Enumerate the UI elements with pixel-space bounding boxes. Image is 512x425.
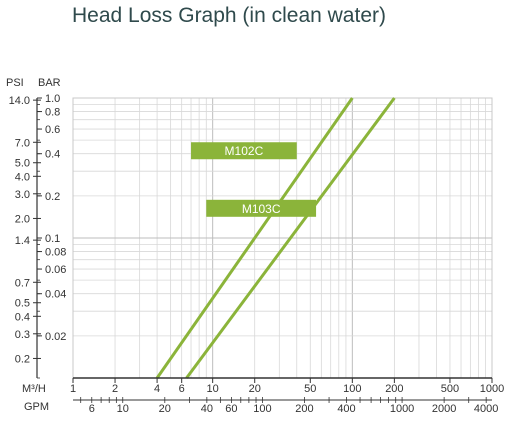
bar-tick-label: 0.1 (45, 233, 60, 245)
series-line-m103c (185, 97, 396, 379)
bar-axis-label: BAR (38, 77, 61, 89)
tick-labels: 14.07.05.04.03.02.01.40.70.50.40.30.21.0… (6, 77, 504, 415)
gpm-tick-label: 60 (225, 403, 237, 415)
m3h-tick-label: 100 (343, 383, 361, 395)
gpm-tick-label: 400 (337, 403, 355, 415)
psi-tick-label: 3.0 (15, 189, 30, 201)
psi-tick-label: 5.0 (15, 158, 30, 170)
x-axis-top-label: M³/H (22, 383, 46, 395)
series-label-m102c: M102C (225, 144, 264, 158)
psi-tick-label: 0.3 (15, 329, 30, 341)
series-line-m102c (155, 97, 354, 379)
gpm-tick-label: 4000 (474, 403, 498, 415)
gpm-tick-label: 20 (159, 403, 171, 415)
psi-tick-label: 14.0 (9, 95, 30, 107)
gpm-tick-label: 100 (253, 403, 271, 415)
bar-tick-label: 0.4 (45, 149, 60, 161)
bar-tick-label: 1.0 (45, 93, 60, 105)
bar-tick-label: 0.06 (45, 264, 66, 276)
m3h-tick-label: 6 (179, 383, 185, 395)
psi-tick-label: 4.0 (15, 171, 30, 183)
psi-tick-label: 1.4 (15, 235, 30, 247)
chart-title: Head Loss Graph (in clean water) (72, 4, 386, 27)
series-label-bar-m102c (191, 142, 297, 160)
m3h-tick-label: 1000 (480, 383, 504, 395)
m3h-tick-label: 50 (304, 383, 316, 395)
bar-tick-label: 0.02 (45, 331, 66, 343)
psi-tick-label: 7.0 (15, 137, 30, 149)
bar-tick-label: 0.04 (45, 289, 66, 301)
gpm-tick-label: 40 (201, 403, 213, 415)
bar-tick-label: 0.8 (45, 107, 60, 119)
curves (155, 97, 396, 379)
x-axis-bottom-label: GPM (24, 401, 49, 413)
gpm-tick-label: 1000 (390, 403, 414, 415)
psi-tick-label: 2.0 (15, 213, 30, 225)
bar-tick-label: 0.6 (45, 124, 60, 136)
series-label-m103c: M103C (242, 202, 281, 216)
gpm-tick-label: 200 (295, 403, 313, 415)
m3h-tick-label: 1 (70, 383, 76, 395)
gpm-tick-label: 10 (117, 403, 129, 415)
m3h-tick-label: 20 (249, 383, 261, 395)
series-labels: M102C M103C (191, 142, 317, 217)
gpm-tick-label: 2000 (432, 403, 456, 415)
gpm-tick-label: 6 (89, 403, 95, 415)
grid-lines (72, 97, 493, 379)
psi-tick-label: 0.2 (15, 353, 30, 365)
m3h-tick-label: 500 (441, 383, 459, 395)
bar-tick-label: 0.08 (45, 247, 66, 259)
m3h-tick-label: 200 (385, 383, 403, 395)
m3h-tick-label: 2 (112, 383, 118, 395)
psi-tick-label: 0.5 (15, 298, 30, 310)
bar-tick-label: 0.2 (45, 191, 60, 203)
psi-tick-label: 0.4 (15, 311, 30, 323)
m3h-tick-label: 10 (207, 383, 219, 395)
psi-axis-label: PSI (6, 77, 24, 89)
m3h-tick-label: 4 (154, 383, 160, 395)
psi-tick-label: 0.7 (15, 277, 30, 289)
series-label-bar-m103c (206, 199, 317, 217)
